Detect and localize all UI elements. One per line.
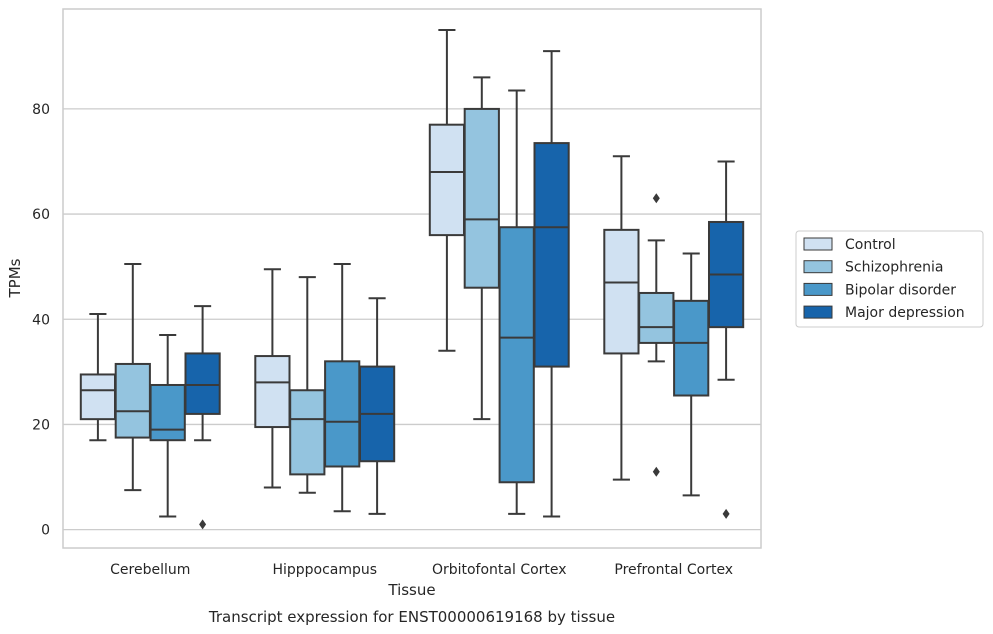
y-axis-ticks: 0 20 40 60 80 — [32, 102, 50, 539]
box-body — [428, 123, 466, 237]
x-tick-label: Hipppocampus — [272, 562, 377, 578]
box-schizophrenia — [289, 276, 326, 494]
box-body — [533, 142, 570, 368]
box-body — [324, 360, 361, 468]
box-major-depression — [707, 160, 745, 519]
box-major-depression — [533, 50, 570, 518]
x-axis-title: Tissue — [387, 581, 435, 599]
y-tick-label: 40 — [32, 312, 50, 328]
box-body — [603, 228, 640, 355]
box-body — [638, 291, 675, 344]
legend-label: Major depression — [845, 305, 965, 321]
outlier-point — [652, 193, 660, 204]
legend-swatch — [803, 260, 833, 274]
box-bipolar-disorder — [324, 263, 361, 513]
x-tick-label: Cerebellum — [110, 562, 190, 578]
y-tick-label: 0 — [41, 523, 50, 539]
legend-swatch — [803, 237, 833, 251]
box-body — [289, 389, 326, 476]
box-bipolar-disorder — [673, 252, 710, 497]
legend-label: Control — [845, 237, 896, 253]
box-bipolar-disorder — [149, 334, 186, 518]
box-major-depression — [358, 297, 396, 515]
box-control — [603, 155, 640, 481]
box-major-depression — [184, 305, 221, 530]
y-tick-label: 20 — [32, 417, 50, 433]
box-body — [463, 107, 500, 289]
boxes — [79, 29, 745, 530]
x-tick-label: Prefrontal Cortex — [614, 562, 733, 578]
legend-swatch — [803, 282, 833, 296]
box-control — [428, 29, 466, 352]
box-schizophrenia — [638, 193, 675, 477]
box-bipolar-disorder — [498, 89, 535, 515]
y-tick-label: 60 — [32, 207, 50, 223]
legend-label: Bipolar disorder — [845, 282, 956, 298]
outlier-point — [652, 466, 660, 477]
box-schizophrenia — [463, 76, 500, 421]
box-body — [79, 373, 117, 421]
box-body — [114, 362, 151, 439]
legend: Control Schizophrenia Bipolar disorder Majo… — [795, 230, 984, 328]
box-schizophrenia — [114, 263, 151, 492]
x-axis-ticks: Cerebellum Hipppocampus Orbitofontal Corte… — [110, 562, 733, 578]
legend-label: Schizophrenia — [845, 260, 943, 276]
outlier-point — [722, 508, 730, 519]
box-control — [79, 312, 117, 442]
chart-caption: Transcript expression for ENST0000061916… — [208, 608, 615, 626]
box-body — [149, 383, 186, 442]
plot-frame — [62, 8, 762, 549]
box-control — [254, 268, 291, 489]
box-body — [498, 226, 535, 484]
y-axis-title: TPMs — [6, 258, 24, 298]
legend-frame — [795, 230, 984, 328]
outlier-point — [199, 519, 207, 530]
box-body — [254, 355, 291, 429]
x-tick-label: Orbitofontal Cortex — [432, 562, 567, 578]
legend-swatch — [803, 305, 833, 319]
y-tick-label: 80 — [32, 102, 50, 118]
box-body — [184, 352, 221, 415]
box-body — [673, 299, 710, 397]
